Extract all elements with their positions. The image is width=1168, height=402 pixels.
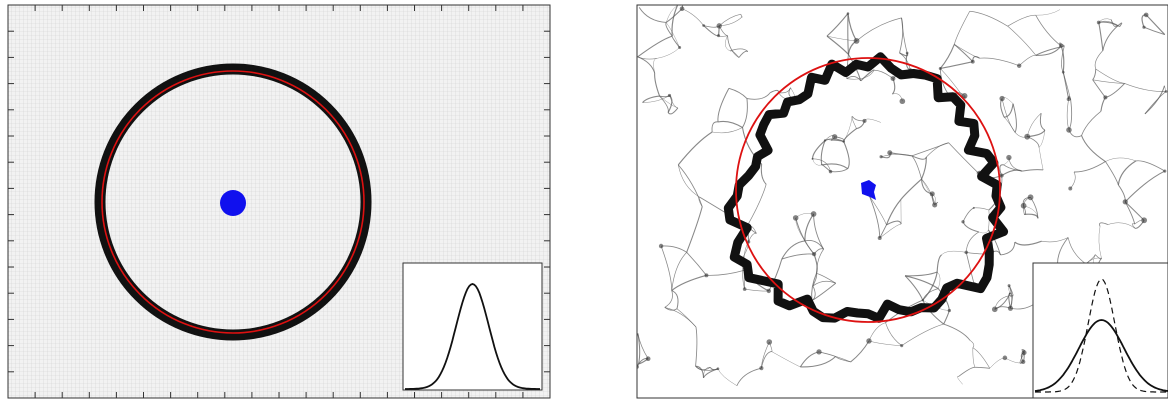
node xyxy=(1067,97,1071,101)
node xyxy=(1024,134,1030,140)
figure xyxy=(0,0,1168,402)
node xyxy=(1028,194,1034,200)
node xyxy=(793,215,799,221)
node xyxy=(1022,350,1027,355)
node xyxy=(646,356,651,361)
node xyxy=(842,140,845,143)
node xyxy=(811,211,817,217)
node xyxy=(922,299,924,301)
source-dot xyxy=(220,190,246,216)
node xyxy=(878,236,882,240)
node xyxy=(717,23,722,28)
node xyxy=(1021,360,1025,364)
node xyxy=(1142,26,1145,29)
node xyxy=(900,344,903,347)
node xyxy=(880,155,883,158)
node xyxy=(1097,21,1101,25)
node xyxy=(702,24,705,27)
node xyxy=(1066,127,1072,133)
node xyxy=(862,119,866,123)
node xyxy=(816,349,821,354)
left-panel xyxy=(8,5,550,398)
node xyxy=(1008,284,1011,287)
node xyxy=(759,366,763,370)
node xyxy=(812,252,816,256)
node xyxy=(939,67,942,70)
node xyxy=(1123,199,1128,204)
node xyxy=(1062,71,1065,74)
node xyxy=(930,191,935,196)
node xyxy=(659,244,663,248)
node xyxy=(964,251,967,254)
right-panel xyxy=(635,4,1168,398)
node xyxy=(961,220,964,223)
node xyxy=(1009,292,1011,294)
node xyxy=(717,367,720,370)
node xyxy=(678,46,681,49)
node xyxy=(992,307,998,313)
node xyxy=(1144,13,1149,18)
node xyxy=(891,76,896,81)
node xyxy=(948,309,951,312)
node xyxy=(668,94,671,97)
node xyxy=(854,38,860,44)
node xyxy=(635,365,639,369)
node xyxy=(1141,217,1147,223)
node xyxy=(1017,64,1021,68)
node xyxy=(887,150,892,155)
node xyxy=(1008,306,1013,311)
node xyxy=(900,98,906,104)
node xyxy=(971,60,975,64)
node xyxy=(1003,356,1008,361)
node xyxy=(906,52,909,55)
node xyxy=(767,289,771,293)
inset xyxy=(403,263,542,390)
node xyxy=(743,287,747,291)
node xyxy=(829,170,832,173)
node xyxy=(767,339,773,345)
node xyxy=(1165,90,1168,93)
node xyxy=(1103,95,1107,99)
filament xyxy=(848,13,849,54)
node xyxy=(812,158,814,160)
node xyxy=(973,207,975,209)
node xyxy=(717,34,720,37)
node xyxy=(999,96,1004,101)
node xyxy=(1163,170,1166,173)
inset xyxy=(1033,263,1168,398)
node xyxy=(847,12,850,15)
node xyxy=(1068,187,1072,191)
node xyxy=(705,273,709,277)
node xyxy=(1006,155,1011,160)
node xyxy=(1021,203,1027,209)
node xyxy=(866,338,871,343)
node xyxy=(680,6,685,11)
node xyxy=(824,139,826,141)
